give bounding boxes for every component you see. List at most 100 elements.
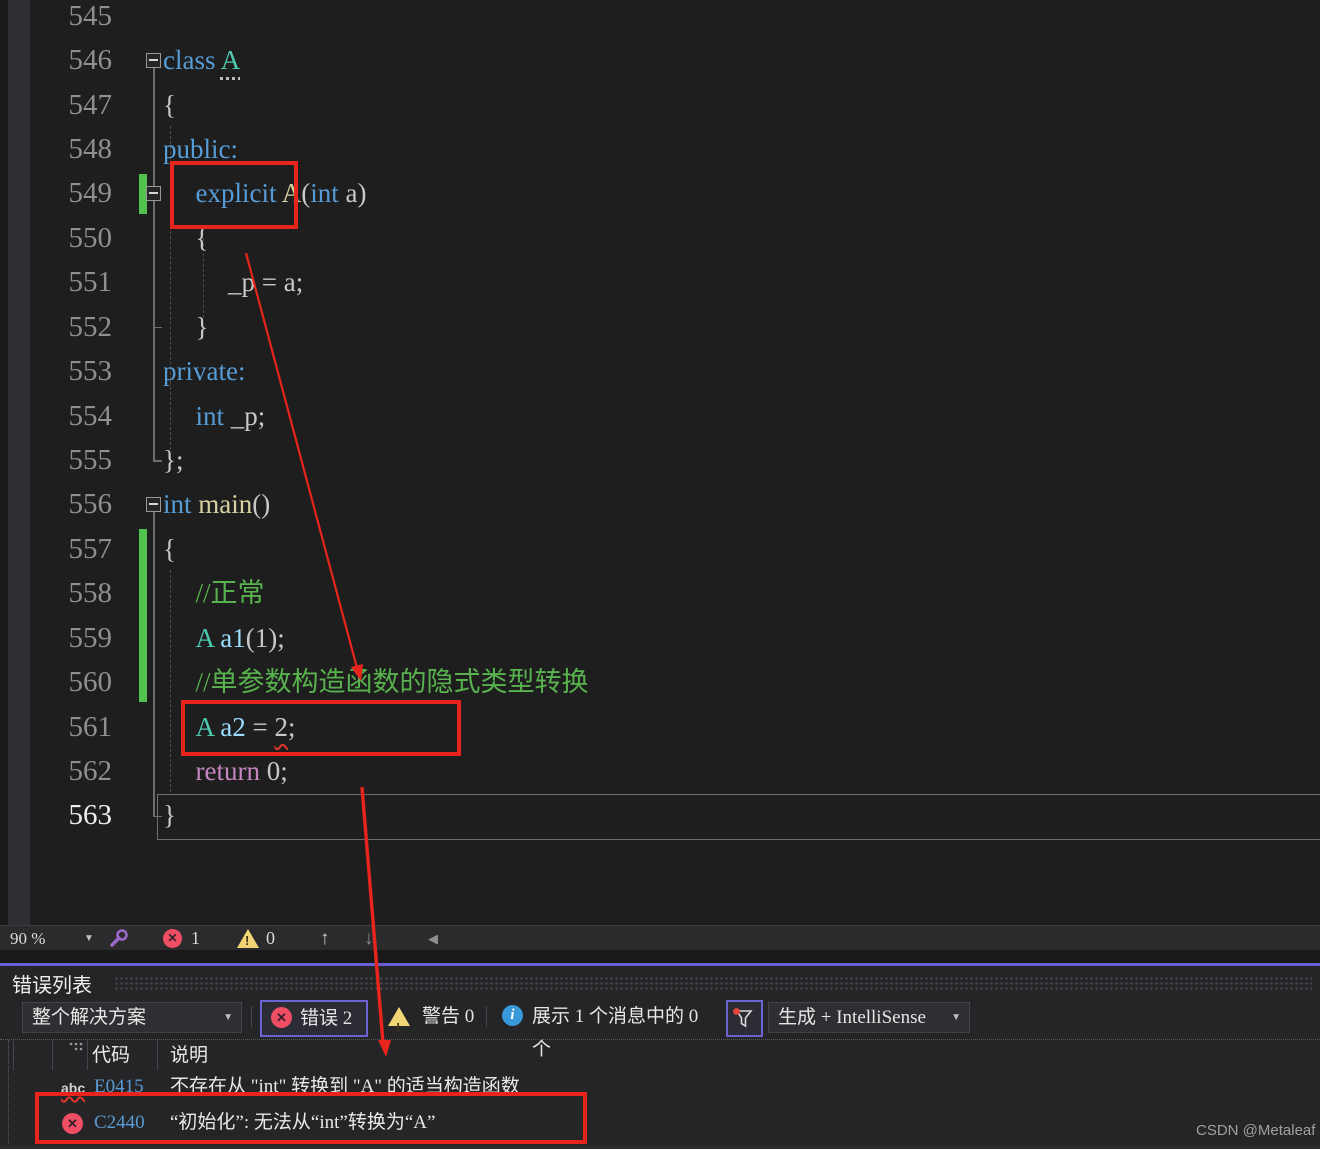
- previous-issue-arrow-icon[interactable]: ↑: [320, 928, 330, 949]
- code-line[interactable]: class A: [0, 38, 1320, 83]
- error-count: 1: [191, 928, 200, 948]
- code-token: class: [163, 45, 221, 76]
- warning-triangle-icon: !: [388, 1007, 410, 1035]
- error-description[interactable]: 不存在从 "int" 转换到 "A" 的适当构造函数: [170, 1076, 520, 1097]
- code-token: {: [163, 89, 176, 120]
- panel-accent-border: [0, 963, 1320, 966]
- filter-button[interactable]: [726, 1000, 763, 1037]
- line-number: 562: [68, 754, 113, 787]
- error-row[interactable]: ✕ C2440 “初始化”: 无法从“int”转换为“A”: [9, 1104, 1320, 1142]
- breakpoint-margin[interactable]: [8, 0, 30, 925]
- current-line-highlight: [157, 794, 1320, 840]
- code-line[interactable]: public:: [0, 127, 1320, 172]
- code-line-text: }: [0, 800, 176, 830]
- code-line-text: };: [0, 445, 183, 475]
- code-line[interactable]: //正常: [0, 571, 1320, 616]
- code-line[interactable]: explicit A(int a): [0, 171, 1320, 216]
- fold-scope-end: [153, 326, 162, 329]
- document-health-wrench-icon[interactable]: [108, 928, 130, 949]
- panel-drag-texture[interactable]: [114, 976, 1312, 991]
- line-number: 551: [68, 266, 113, 299]
- fold-scope-line: [153, 200, 155, 327]
- chevron-down-icon[interactable]: ▼: [84, 933, 94, 944]
- line-number: 546: [68, 44, 113, 77]
- zoom-level-dropdown[interactable]: 90 %: [10, 929, 46, 948]
- code-line[interactable]: int main(): [0, 482, 1320, 527]
- fold-toggle-icon[interactable]: [146, 186, 161, 202]
- code-token: a): [338, 178, 367, 209]
- code-line[interactable]: {: [0, 527, 1320, 572]
- column-header-code[interactable]: 代码: [92, 1045, 131, 1066]
- code-token: explicit: [195, 178, 277, 209]
- column-separator[interactable]: [87, 1040, 88, 1070]
- source-filter-dropdown[interactable]: 生成 + IntelliSense ▼: [768, 1002, 970, 1033]
- code-line[interactable]: //单参数构造函数的隐式类型转换: [0, 660, 1320, 705]
- grip-dots-icon[interactable]: [69, 1042, 83, 1051]
- code-line[interactable]: A a2 = 2;: [0, 705, 1320, 750]
- fold-toggle-icon[interactable]: [146, 497, 161, 513]
- code-token: (: [301, 178, 311, 209]
- code-token: {: [195, 222, 209, 253]
- next-issue-arrow-icon[interactable]: ↓: [364, 928, 374, 949]
- code-line-text: //单参数构造函数的隐式类型转换: [0, 667, 589, 697]
- error-code[interactable]: C2440: [94, 1112, 145, 1133]
- column-separator[interactable]: [157, 1040, 158, 1070]
- code-line[interactable]: private:: [0, 349, 1320, 394]
- warnings-toggle-button[interactable]: ! 警告 0: [378, 1000, 478, 1035]
- line-number: 549: [68, 177, 113, 210]
- code-token: //正常: [195, 578, 265, 609]
- code-line-text: {: [0, 222, 209, 253]
- code-token: 2: [274, 711, 288, 742]
- line-number: 552: [68, 310, 113, 343]
- messages-toggle-button[interactable]: i 展示 1 个消息中的 0 个: [494, 1000, 720, 1060]
- warning-count-icon[interactable]: !: [237, 929, 259, 948]
- code-line-text: //正常: [0, 578, 265, 608]
- code-line-text: _p = a;: [0, 267, 303, 297]
- error-description[interactable]: “初始化”: 无法从“int”转换为“A”: [170, 1112, 436, 1133]
- line-number: 558: [68, 577, 113, 610]
- column-header-description[interactable]: 说明: [170, 1045, 209, 1066]
- column-separator[interactable]: [52, 1040, 53, 1070]
- code-line[interactable]: A a1(1);: [0, 616, 1320, 661]
- fold-toggle-icon[interactable]: [146, 53, 161, 69]
- editor-status-bar: 90 % ▼ ✕ 1 ! 0 ↑ ↓ ◀: [0, 925, 1320, 951]
- code-line[interactable]: }: [0, 305, 1320, 350]
- grid-top-border: [0, 1039, 1320, 1040]
- code-token: int: [195, 400, 225, 431]
- code-line[interactable]: {: [0, 83, 1320, 128]
- column-separator[interactable]: [13, 1040, 14, 1070]
- hscrollbar-left-arrow-icon[interactable]: ◀: [428, 931, 438, 946]
- error-row[interactable]: abc E0415 不存在从 "int" 转换到 "A" 的适当构造函数: [9, 1070, 1320, 1104]
- code-line[interactable]: return 0;: [0, 749, 1320, 794]
- code-token: public:: [163, 134, 238, 165]
- code-line[interactable]: _p = a;: [0, 260, 1320, 305]
- code-line-text: {: [0, 534, 176, 564]
- grid-left-border: [8, 1040, 9, 1146]
- code-token: (): [252, 489, 271, 520]
- line-number: 554: [68, 399, 113, 432]
- toolbar-separator: [251, 1006, 252, 1027]
- error-count-icon[interactable]: ✕: [163, 929, 182, 948]
- code-line[interactable]: }: [0, 793, 1320, 838]
- code-token: =: [245, 711, 275, 742]
- code-token: int: [163, 489, 192, 520]
- watermark: CSDN @Metaleaf: [1196, 1122, 1316, 1139]
- code-line-text: A a1(1);: [0, 623, 285, 653]
- chevron-down-icon: ▼: [951, 1012, 961, 1023]
- scope-filter-dropdown[interactable]: 整个解决方案 ▼: [22, 1002, 242, 1033]
- error-code[interactable]: E0415: [94, 1076, 144, 1097]
- line-number: 559: [68, 621, 113, 654]
- error-list-title: 错误列表: [12, 975, 92, 997]
- code-token: A: [281, 178, 302, 209]
- code-line[interactable]: };: [0, 438, 1320, 483]
- errors-toggle-button[interactable]: ✕ 错误 2: [260, 1000, 368, 1037]
- code-line-text: }: [0, 312, 209, 342]
- code-line-text: int _p;: [0, 400, 266, 431]
- code-line-text: return 0;: [0, 756, 288, 786]
- code-line-text: public:: [0, 134, 238, 164]
- code-line[interactable]: {: [0, 216, 1320, 261]
- line-number: 548: [68, 133, 113, 166]
- code-line[interactable]: int _p;: [0, 394, 1320, 439]
- code-line[interactable]: [0, 0, 1320, 39]
- indent-guide: [170, 570, 171, 792]
